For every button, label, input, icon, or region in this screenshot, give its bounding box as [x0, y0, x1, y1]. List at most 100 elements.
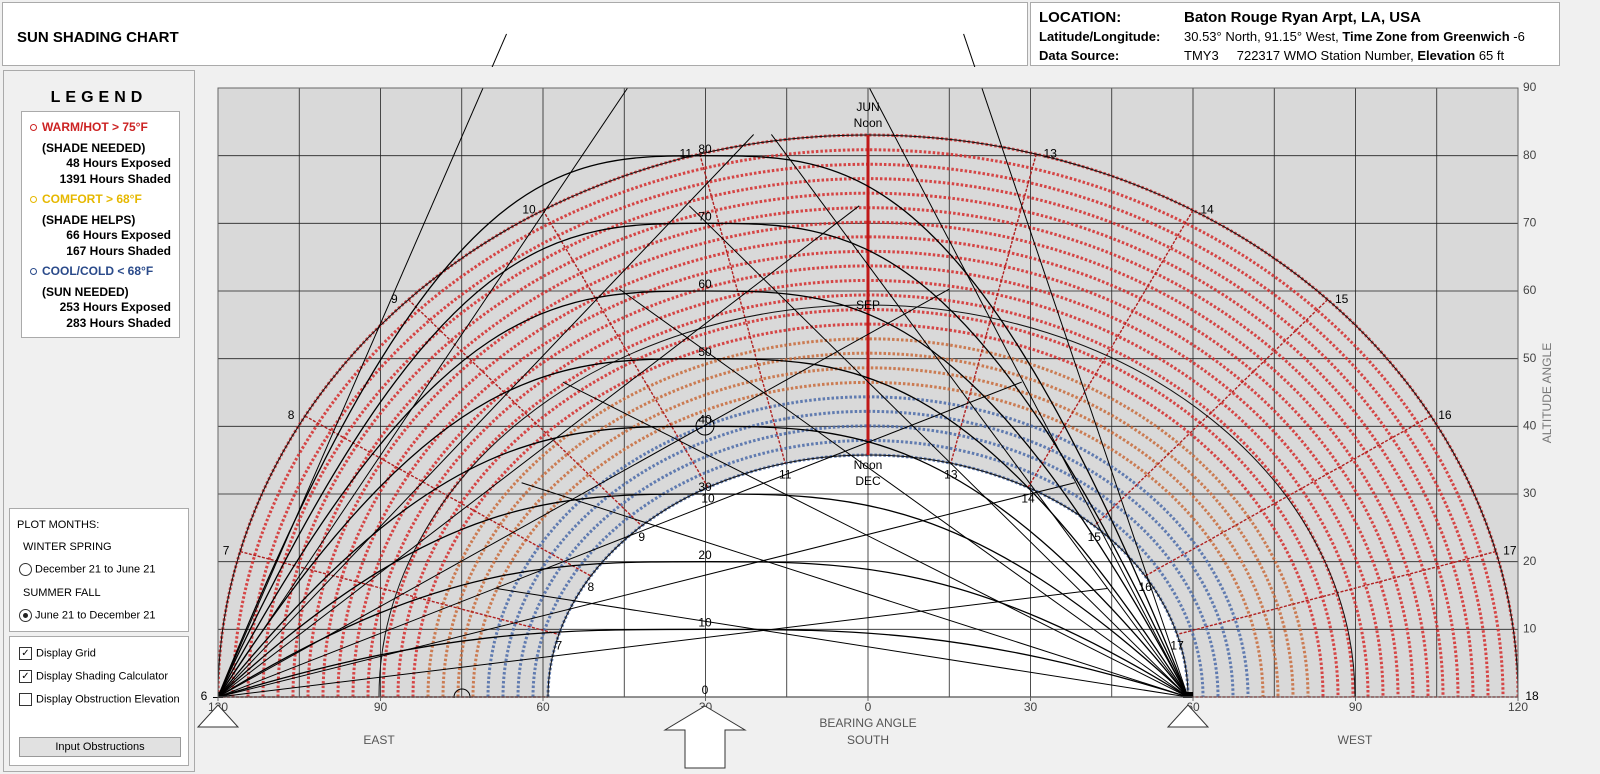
- marker: [695, 416, 715, 436]
- legend-dot: [30, 124, 37, 131]
- legend-note: (SHADE NEEDED): [42, 141, 146, 155]
- x-axis-sub: SOUTH: [847, 733, 889, 747]
- south-arrow: [663, 705, 747, 769]
- legend-shaded: 1391 Hours Shaded: [59, 172, 171, 186]
- calc-label: 70: [698, 210, 712, 224]
- hour-label: 16: [1438, 408, 1452, 422]
- calc-curve: [217, 222, 1189, 698]
- calc-ray: [688, 205, 1189, 698]
- hour-line: [1176, 550, 1497, 636]
- x-tick-label: 90: [374, 700, 388, 714]
- calc-ray: [496, 588, 1189, 698]
- sun-path: [411, 322, 1325, 698]
- month-label: Noon: [854, 116, 883, 130]
- calc-label: 20: [698, 548, 712, 562]
- legend-note: (SHADE HELPS): [42, 213, 136, 227]
- source: TMY3 722317 WMO Station Number,: [1184, 48, 1414, 63]
- side-panel: LEGEND WARM/HOT > 75°F (SHADE NEEDED) 48 H…: [3, 70, 195, 772]
- radio[interactable]: [19, 563, 32, 576]
- checkbox-row[interactable]: ✓ Display Shading Calculator: [19, 670, 168, 683]
- button[interactable]: Input Obstructions: [19, 737, 181, 757]
- plot-months: PLOT MONTHS: WINTER SPRING December 21 to …: [9, 508, 189, 632]
- calc-ray: [963, 33, 1189, 698]
- title: SUN SHADING CHART: [17, 29, 179, 46]
- radio[interactable]: [19, 609, 32, 622]
- hour-label: 10: [701, 492, 715, 506]
- sun-path: [531, 438, 1205, 698]
- calc-curve: [217, 493, 1189, 698]
- month-label: JUN: [856, 100, 879, 114]
- calc-label: 60: [698, 277, 712, 291]
- hour-line: [1093, 299, 1329, 527]
- checkbox[interactable]: [19, 693, 32, 706]
- sun-path: [396, 308, 1340, 698]
- sun-path: [501, 409, 1235, 698]
- hour-line: [407, 299, 643, 527]
- location: Baton Rouge Ryan Arpt, LA, USA: [1184, 9, 1421, 26]
- y-tick-label: 40: [1523, 419, 1537, 433]
- y-tick-label: 60: [1523, 283, 1537, 297]
- checkbox-label: Display Shading Calculator: [36, 670, 169, 683]
- hour-label: 10: [522, 202, 536, 216]
- legend-dot: [30, 196, 37, 203]
- checkbox[interactable]: ✓: [19, 647, 32, 660]
- calc-label: 10: [698, 616, 712, 630]
- options: ✓ Display Grid ✓ Display Shading Calculator…: [9, 636, 189, 766]
- checkbox-label: Display Grid: [36, 647, 96, 660]
- y-tick-label: 10: [1523, 622, 1537, 636]
- y-tick-label: 30: [1523, 486, 1537, 500]
- radio-label: June 21 to December 21: [35, 609, 156, 622]
- legend-shaded: 283 Hours Shaded: [66, 316, 171, 330]
- calc-label: 80: [698, 142, 712, 156]
- calc-ray: [217, 482, 1075, 698]
- checkbox[interactable]: ✓: [19, 670, 32, 683]
- legend-dot: [30, 268, 37, 275]
- calc-curve: [217, 155, 1189, 698]
- hour-line: [1144, 415, 1432, 577]
- checkbox-row[interactable]: Display Obstruction Elevation: [19, 693, 180, 706]
- east-label: EAST: [363, 733, 395, 747]
- checkbox-label: Display Obstruction Elevation: [36, 693, 180, 706]
- y-tick-label: 90: [1523, 80, 1537, 94]
- calc-label: 40: [698, 413, 712, 427]
- y-tick-label: 50: [1523, 351, 1537, 365]
- x-tick-label: 60: [536, 700, 550, 714]
- latlong-label: Latitude/Longitude:: [1039, 29, 1161, 44]
- hour-label: 13: [944, 467, 958, 481]
- calc-ray: [217, 76, 636, 698]
- legend-label: COMFORT > 68°F: [42, 192, 142, 206]
- direction-triangle: [196, 704, 240, 728]
- hour-label: 17: [1503, 544, 1517, 558]
- checkbox-row[interactable]: ✓ Display Grid: [19, 647, 96, 660]
- legend-exposed: 48 Hours Exposed: [66, 156, 171, 170]
- tz: -6: [1513, 29, 1525, 44]
- hour-label: 17: [1170, 639, 1184, 653]
- calc-ray: [217, 288, 950, 698]
- frame-cover-left: [196, 88, 218, 697]
- hour-line: [699, 153, 786, 464]
- sun-path: [306, 220, 1430, 698]
- calc-ray: [217, 33, 507, 698]
- legend-exposed: 66 Hours Exposed: [66, 228, 171, 242]
- hour-label: 9: [391, 292, 398, 306]
- legend-label: COOL/COLD < 68°F: [42, 264, 154, 278]
- source-label: Data Source:: [1039, 48, 1120, 63]
- hour-label: 9: [638, 530, 645, 544]
- x-tick-label: 90: [1349, 700, 1363, 714]
- month-option[interactable]: December 21 to June 21: [19, 563, 155, 576]
- hour-label: 13: [1044, 146, 1058, 160]
- x-tick-label: 30: [1024, 700, 1038, 714]
- info-box: LOCATION: Baton Rouge Ryan Arpt, LA, USA…: [1030, 2, 1560, 66]
- calc-curve: [217, 358, 1189, 698]
- hour-label: 15: [1088, 530, 1102, 544]
- calc-ray: [217, 381, 1022, 698]
- hour-label: 11: [680, 146, 693, 160]
- y-axis-title: ALTITUDE ANGLE: [1540, 343, 1554, 443]
- hour-label: 14: [1021, 492, 1035, 506]
- month-label: SEP: [856, 298, 880, 312]
- months-title: PLOT MONTHS:: [17, 519, 100, 531]
- hour-label: 18: [1525, 689, 1539, 703]
- month-option[interactable]: June 21 to December 21: [19, 609, 155, 622]
- legend-title: LEGEND: [50, 89, 148, 106]
